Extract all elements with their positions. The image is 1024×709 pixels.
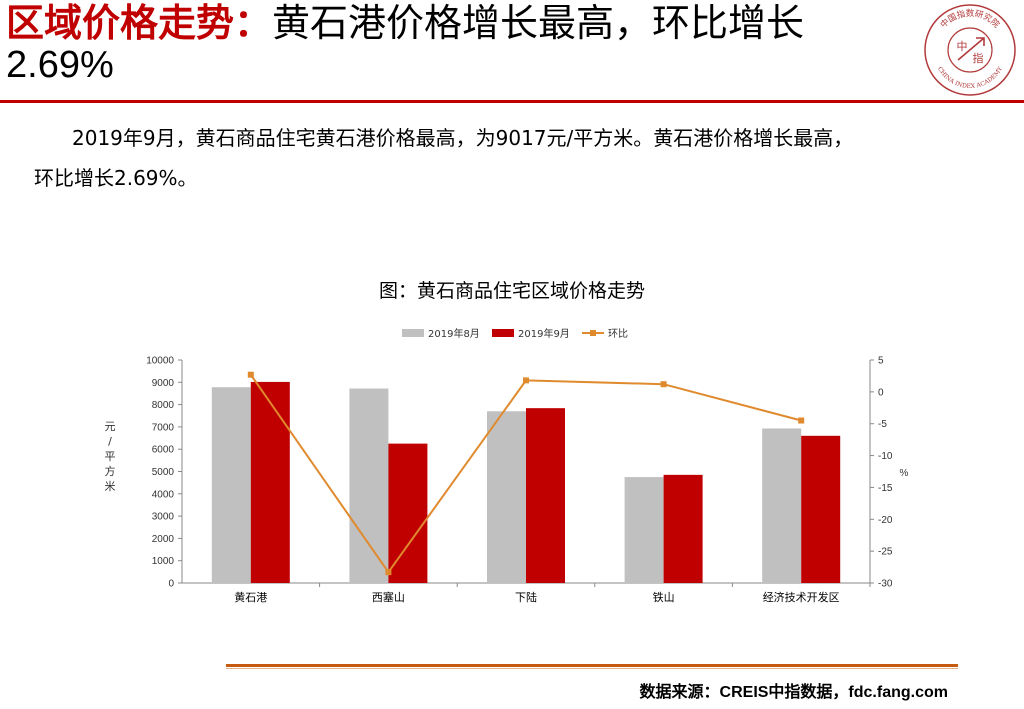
y2-tick-label: 0: [878, 387, 884, 398]
chart-title: 图：黄石商品住宅区域价格走势: [378, 280, 645, 302]
y-axis-label-char: 方: [105, 464, 116, 478]
y-tick-label: 8000: [152, 400, 175, 411]
summary-line-2: 环比增长2.69%。: [34, 166, 198, 190]
logo-center-top: 中: [957, 40, 968, 53]
x-tick-label: 西塞山: [372, 590, 405, 604]
y-tick-label: 1000: [152, 556, 175, 567]
bar-aug: [349, 388, 389, 583]
bar-sep: [526, 408, 565, 583]
y-tick-label: 7000: [152, 422, 175, 433]
bar-sep: [250, 381, 290, 583]
x-tick-label: 铁山: [653, 591, 675, 604]
summary-line-1: 2019年9月，黄石商品住宅黄石港价格最高，为9017元/平方米。黄石港价格增长…: [72, 126, 854, 150]
y-tick-label: 5000: [152, 467, 175, 478]
y-tick-label: 2000: [152, 534, 175, 545]
legend-swatch-marker: [590, 330, 596, 336]
mom-point: [660, 381, 667, 388]
y-tick-label: 0: [168, 579, 174, 590]
y-tick-label: 6000: [152, 445, 175, 456]
title-divider: [0, 100, 1024, 103]
y-tick-label: 10000: [146, 356, 174, 367]
footer-divider: [226, 664, 958, 667]
data-source: 数据来源：CREIS中指数据，fdc.fang.com: [639, 684, 948, 701]
legend-label: 2019年9月: [518, 327, 570, 340]
y-axis-label-char: /: [108, 435, 112, 448]
page-title: 区域价格走势：黄石港价格增长最高，环比增长 2.69%: [6, 2, 906, 86]
y2-tick-label: -30: [878, 579, 893, 590]
y-tick-label: 3000: [152, 512, 175, 523]
legend-label: 环比: [608, 328, 628, 340]
footer-divider-thin: [226, 668, 958, 669]
y-axis-label-char: 平: [105, 450, 116, 463]
y2-axis-label: %: [900, 468, 909, 479]
x-tick-label: 经济技术开发区: [763, 590, 840, 604]
title-black-part: 黄石港价格增长最高，环比增长: [272, 1, 805, 45]
y2-tick-label: -25: [878, 547, 893, 558]
y2-tick-label: -20: [878, 515, 893, 526]
mom-point: [247, 371, 254, 378]
logo-center-bottom: 指: [973, 51, 984, 65]
bar-aug: [762, 428, 802, 583]
y2-tick-label: -15: [878, 483, 893, 494]
y-tick-label: 4000: [152, 489, 175, 500]
mom-point: [798, 417, 805, 424]
x-tick-label: 下陆: [515, 590, 537, 604]
legend-label: 2019年8月: [428, 327, 480, 340]
legend-swatch: [402, 329, 424, 337]
y2-tick-label: -10: [878, 451, 893, 462]
china-index-academy-logo: 中国指数研究院 CHINA INDEX ACADEMY 中 指: [924, 4, 1016, 96]
x-tick-label: 黄石港: [234, 590, 267, 604]
bar-sep: [801, 435, 841, 583]
y2-tick-label: 5: [878, 356, 884, 367]
summary-paragraph: 2019年9月，黄石商品住宅黄石港价格最高，为9017元/平方米。黄石港价格增长…: [34, 118, 1008, 198]
y-axis-label-char: 元: [105, 420, 116, 433]
title-red-part: 区域价格走势：: [6, 1, 273, 45]
bar-sep: [388, 443, 428, 583]
y-axis-label-char: 米: [105, 480, 116, 493]
mom-point: [385, 569, 392, 576]
mom-point: [523, 377, 529, 384]
legend-swatch: [492, 329, 514, 337]
bar-aug: [624, 477, 664, 583]
title-percentage: 2.69%: [6, 44, 114, 86]
bar-aug: [211, 387, 251, 583]
y-tick-label: 9000: [152, 378, 175, 389]
bar-aug: [487, 411, 526, 583]
y2-tick-label: -5: [878, 419, 887, 430]
bar-sep: [663, 474, 703, 583]
